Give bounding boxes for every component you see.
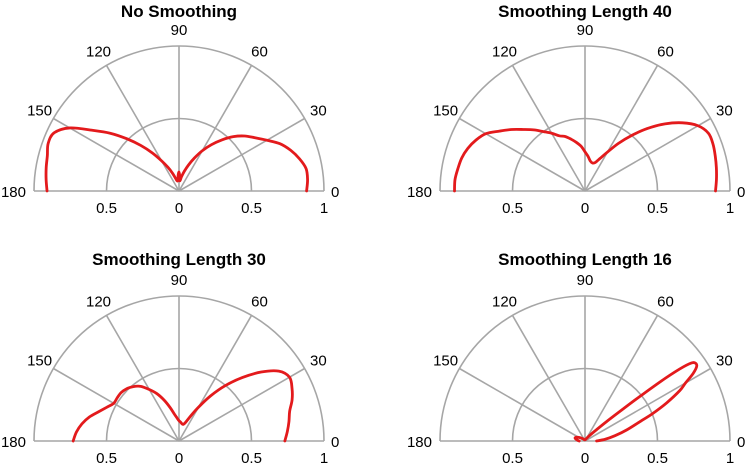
- radius-tick-label: 1: [726, 450, 734, 463]
- angle-tick-label: 30: [310, 103, 327, 120]
- radius-tick-label: 0.5: [647, 450, 668, 463]
- polar-panel-1: 0 30 60 90 120 150 180 0.5 0 0.5 1 No Smoothing: [1, 2, 339, 217]
- angle-tick-label: 0: [331, 434, 339, 451]
- polar-panel-3: 0 30 60 90 120 150 180 0.5 0 0.5 1 Smoothing Length…: [1, 250, 339, 463]
- spoke-120: [511, 315, 586, 442]
- radius-tick-label: 0: [581, 200, 589, 217]
- radius-tick-label: 0: [175, 200, 183, 217]
- angle-tick-label: 60: [251, 294, 268, 311]
- radius-tick-label: 0.5: [502, 450, 523, 463]
- angle-tick-label: 90: [577, 272, 594, 289]
- angle-tick-label: 180: [1, 434, 26, 451]
- spoke-120: [105, 315, 180, 442]
- spoke-60: [584, 65, 659, 192]
- angle-tick-label: 180: [1, 184, 26, 201]
- spoke-60: [178, 65, 253, 192]
- angle-tick-label: 30: [716, 103, 733, 120]
- series-curve-1: [453, 121, 718, 193]
- chart-title: Smoothing Length 40: [498, 2, 672, 21]
- angle-tick-label: 150: [27, 103, 52, 120]
- angle-tick-label: 60: [251, 44, 268, 61]
- radius-tick-label: 0.5: [241, 450, 262, 463]
- spoke-30: [178, 117, 305, 192]
- radius-tick-label: 0: [581, 450, 589, 463]
- chart-title: No Smoothing: [121, 2, 237, 21]
- polar-panel-4: 0 30 60 90 120 150 180 0.5 0 0.5 1 Smoothing Length…: [407, 250, 745, 463]
- angle-tick-label: 180: [407, 434, 432, 451]
- angle-tick-label: 60: [657, 294, 674, 311]
- spoke-30: [178, 367, 305, 442]
- radius-tick-label: 1: [320, 450, 328, 463]
- spoke-30: [584, 367, 711, 442]
- series-curve-1: [44, 126, 309, 193]
- radius-tick-label: 0.5: [647, 200, 668, 217]
- angle-tick-label: 30: [716, 353, 733, 370]
- spoke-150: [459, 117, 586, 192]
- angle-tick-label: 0: [737, 434, 745, 451]
- spoke-120: [511, 65, 586, 192]
- spoke-150: [459, 367, 586, 442]
- radius-tick-label: 0.5: [502, 200, 523, 217]
- angle-tick-label: 120: [492, 294, 517, 311]
- angle-tick-label: 90: [171, 22, 188, 39]
- angle-tick-label: 120: [492, 44, 517, 61]
- angle-tick-label: 90: [577, 22, 594, 39]
- radius-tick-label: 1: [726, 200, 734, 217]
- chart-title: Smoothing Length 30: [92, 250, 266, 269]
- radius-tick-label: 0.5: [96, 450, 117, 463]
- spoke-150: [53, 117, 180, 192]
- angle-tick-label: 0: [331, 184, 339, 201]
- spoke-60: [178, 315, 253, 442]
- angle-tick-label: 60: [657, 44, 674, 61]
- angle-tick-label: 180: [407, 184, 432, 201]
- angle-tick-label: 150: [27, 353, 52, 370]
- angle-tick-label: 90: [171, 272, 188, 289]
- spoke-120: [105, 65, 180, 192]
- polar-panel-2: 0 30 60 90 120 150 180 0.5 0 0.5 1 Smoothing Length…: [407, 2, 745, 217]
- series-curve-1: [71, 369, 294, 443]
- angle-tick-label: 150: [433, 103, 458, 120]
- angle-tick-label: 150: [433, 353, 458, 370]
- radius-tick-label: 0.5: [96, 200, 117, 217]
- spoke-30: [584, 117, 711, 192]
- chart-title: Smoothing Length 16: [498, 250, 672, 269]
- radius-tick-label: 0: [175, 450, 183, 463]
- series-curve-1: [573, 361, 699, 443]
- angle-tick-label: 30: [310, 353, 327, 370]
- angle-tick-label: 0: [737, 184, 745, 201]
- angle-tick-label: 120: [86, 44, 111, 61]
- radius-tick-label: 1: [320, 200, 328, 217]
- radius-tick-label: 0.5: [241, 200, 262, 217]
- spoke-150: [53, 367, 180, 442]
- spoke-60: [584, 315, 659, 442]
- angle-tick-label: 120: [86, 294, 111, 311]
